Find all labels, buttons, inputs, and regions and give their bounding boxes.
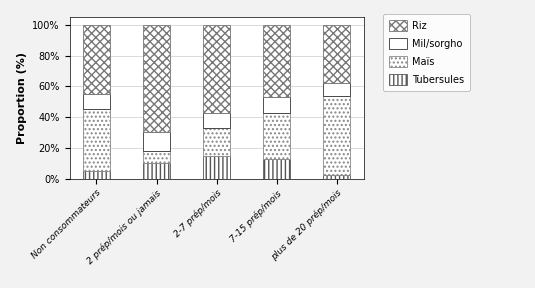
Bar <box>263 97 291 113</box>
Bar <box>203 113 230 128</box>
Bar <box>143 151 170 163</box>
Bar <box>143 163 170 179</box>
Bar <box>323 96 350 175</box>
Bar <box>323 25 350 83</box>
Bar <box>83 109 110 171</box>
Bar <box>323 83 350 96</box>
Bar <box>323 175 350 179</box>
Bar <box>83 171 110 179</box>
Bar <box>203 156 230 179</box>
Legend: Riz, Mil/sorgho, Maïs, Tubersules: Riz, Mil/sorgho, Maïs, Tubersules <box>384 14 470 91</box>
Bar <box>203 25 230 113</box>
Bar <box>143 132 170 151</box>
Bar <box>143 25 170 132</box>
Bar <box>263 113 291 159</box>
Bar <box>83 25 110 94</box>
Bar <box>83 94 110 109</box>
Bar <box>263 159 291 179</box>
Bar <box>263 25 291 97</box>
Bar <box>203 128 230 156</box>
Y-axis label: Proportion (%): Proportion (%) <box>17 52 27 144</box>
